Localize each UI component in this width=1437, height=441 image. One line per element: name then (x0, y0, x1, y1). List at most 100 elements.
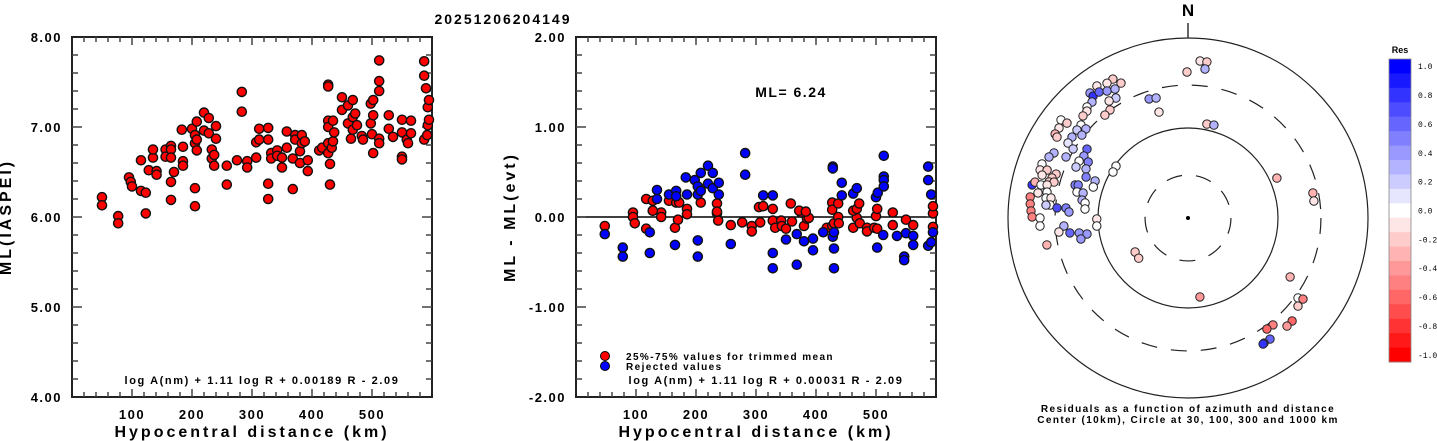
colorbar-segment (1389, 188, 1411, 204)
residual-point (1282, 321, 1292, 331)
data-point (208, 149, 220, 161)
rejected-point (651, 184, 663, 196)
x-tick-label: 400 (803, 407, 829, 422)
data-point (324, 179, 336, 190)
x-tick-label: 500 (359, 407, 385, 422)
residual-point (1102, 78, 1112, 88)
formula-annotation: log A(nm) + 1.11 log R + 0.00189 R - 2.0… (125, 375, 400, 387)
rejected-point (713, 177, 725, 189)
residual-point (1082, 229, 1092, 239)
rejected-point (925, 236, 937, 248)
rejected-point (725, 238, 737, 250)
rejected-point (927, 226, 939, 238)
residual-colorbar: 1.0 0.8 0.6 0.4 0.2 0.0 -0.2 -0.4 -0.6 -0.8 -1.0 (1388, 58, 1437, 363)
data-point (112, 217, 124, 229)
y-tick-label: 2.00 (535, 30, 566, 45)
residual-point (1092, 221, 1102, 231)
colorbar-segment (1389, 318, 1411, 334)
figure-title: 20251206204149 (434, 11, 571, 27)
trimmed-point (767, 203, 779, 215)
y-tick-label: 1.00 (535, 120, 566, 135)
residual-point (1063, 138, 1073, 148)
data-point (168, 166, 180, 178)
rejected-point (651, 193, 663, 205)
data-point (151, 169, 162, 180)
trimmed-point (629, 217, 641, 229)
trimmed-point (780, 223, 792, 234)
colorbar-label: -0.4 (1418, 265, 1437, 274)
data-point (405, 115, 417, 126)
data-point (203, 112, 215, 124)
rejected-point (798, 235, 810, 247)
data-point (221, 160, 233, 171)
rejected-point (680, 172, 692, 183)
residual-point (1262, 324, 1272, 334)
residual-point (1200, 64, 1210, 74)
residual-point (1044, 152, 1054, 162)
residual-point (1309, 196, 1319, 206)
residual-point (1154, 107, 1164, 117)
data-point (177, 141, 189, 153)
rejected-point (922, 161, 934, 172)
tick-labels: 100 200 300 400 500 -2.00 -1.00 0.00 1.00 2.00 (529, 30, 888, 422)
y-axis-label: ML(IASPEI) (0, 159, 15, 275)
x-tick-label: 100 (623, 407, 649, 422)
data-point (299, 136, 311, 147)
rejected-point (898, 254, 910, 266)
trimmed-point (672, 214, 684, 225)
x-axis-label: Hypocentral distance (km) (114, 424, 389, 441)
x-tick-label: 400 (299, 407, 325, 422)
rejected-point (871, 242, 883, 253)
residual-point (1081, 172, 1091, 182)
data-point (165, 176, 177, 188)
residual-point (1052, 132, 1062, 142)
colorbar-title: Res (1392, 45, 1409, 55)
data-point (347, 94, 359, 106)
data-point (302, 165, 314, 177)
y-tick-label: 7.00 (31, 120, 62, 135)
rejected-point (695, 167, 707, 179)
trimmed-point (887, 207, 899, 218)
data-point (253, 134, 265, 145)
data-point (262, 178, 274, 189)
data-point (281, 142, 293, 153)
data-point (405, 127, 417, 139)
data-points (599, 147, 939, 274)
trimmed-point (655, 211, 667, 223)
rejected-point (828, 243, 840, 254)
data-point (396, 114, 408, 126)
colorbar-segment (1389, 347, 1411, 363)
residual-point (1061, 152, 1071, 162)
colorbar-segment (1389, 102, 1411, 118)
rejected-point (925, 189, 937, 200)
colorbar-segment (1389, 304, 1411, 320)
rejected-point (878, 150, 890, 162)
trimmed-point (754, 217, 766, 228)
residual-point (1108, 167, 1118, 177)
legend-marker-rejected (600, 361, 610, 371)
ml-value-label: ML= 6.24 (755, 84, 827, 100)
data-point (387, 131, 399, 143)
residual-point (1037, 170, 1047, 180)
trimmed-point (800, 206, 812, 217)
rejected-point (780, 234, 792, 245)
residual-vs-distance-plot: 100 200 300 400 500 -2.00 -1.00 0.00 1.00 2.00 ML… (502, 30, 939, 441)
residual-point (1035, 221, 1045, 231)
residual-point (1104, 96, 1114, 106)
legend-label-trimmed: 25%-75% values for trimmed mean (626, 352, 834, 363)
colorbar-label: 0.8 (1418, 92, 1433, 101)
residual-point (1076, 234, 1086, 244)
data-point (191, 134, 203, 145)
residual-point (1068, 144, 1078, 154)
residual-point (1195, 292, 1205, 302)
y-tick-label: -1.00 (529, 300, 566, 315)
x-axis-label: Hypocentral distance (km) (618, 424, 893, 441)
trimmed-point (711, 206, 723, 217)
data-point (328, 127, 340, 138)
data-point (276, 162, 288, 173)
residual-point (1035, 213, 1045, 223)
data-point (336, 92, 348, 103)
residual-point (1088, 182, 1099, 192)
data-point (421, 129, 433, 141)
trimmed-point (853, 198, 865, 209)
